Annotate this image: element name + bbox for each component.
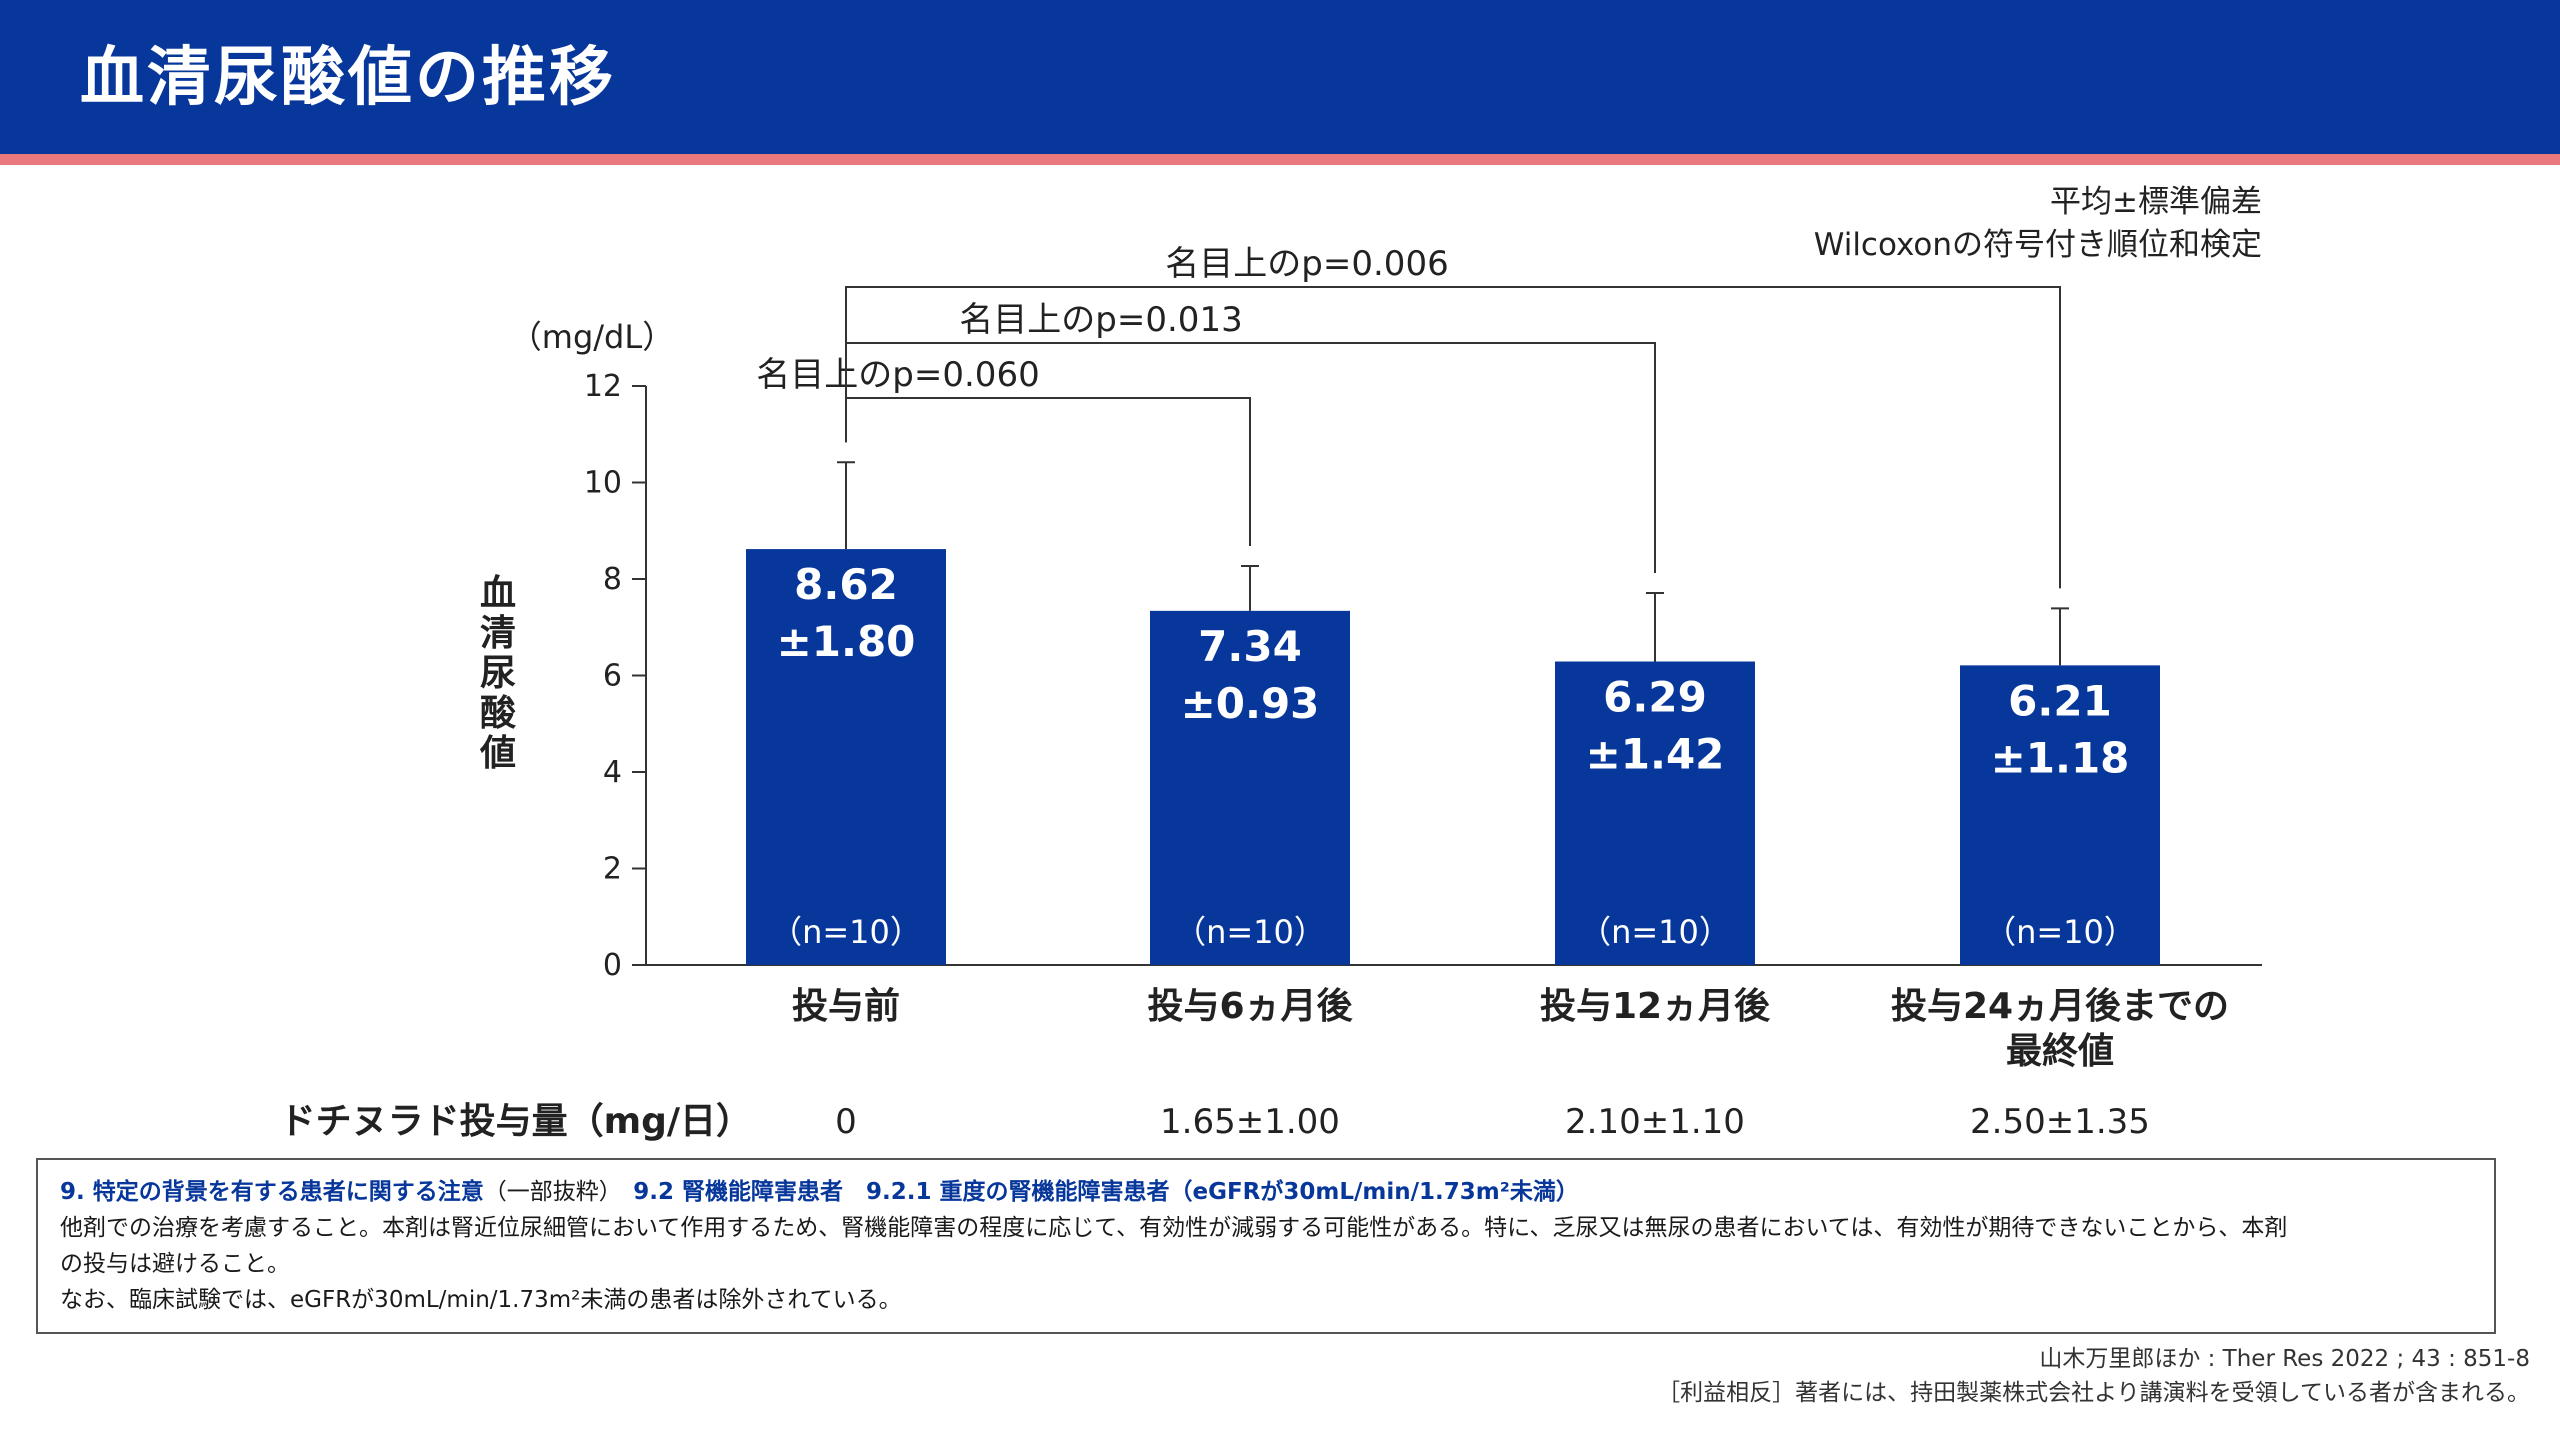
note-heading-section-9: 9. 特定の背景を有する患者に関する注意 (60, 1179, 484, 1205)
bar-sd-label: ±0.93 (1181, 679, 1320, 728)
dose-row-label: ドチヌラド投与量（mg/日） (280, 1101, 752, 1142)
bar (746, 549, 946, 965)
note-heading: 9. 特定の背景を有する患者に関する注意（一部抜粋） 9.2 腎機能障害患者 9… (60, 1174, 2472, 1210)
stats-method-note: 平均±標準偏差 (2050, 184, 2262, 220)
x-category-label: 投与6ヵ月後 (1147, 986, 1353, 1027)
y-tick-label: 4 (603, 755, 622, 790)
significance-bracket (845, 286, 2061, 589)
bar-n-label: （n=10） (1984, 913, 2136, 951)
bar (1150, 610, 1350, 965)
note-line-2: の投与は避けること。 (60, 1251, 290, 1277)
significance-label: 名目上のp=0.013 (959, 300, 1242, 340)
bar-n-label: （n=10） (770, 913, 922, 951)
dose-value: 2.10±1.10 (1565, 1102, 1745, 1142)
bar-sd-label: ±1.80 (777, 617, 916, 666)
dose-value: 1.65±1.00 (1160, 1102, 1340, 1142)
header-bar: 血清尿酸値の推移 (0, 0, 2560, 154)
x-category-label: 投与24ヵ月後までの (1891, 986, 2229, 1027)
note-heading-section-9-2: 9.2 腎機能障害患者 9.2.1 重度の腎機能障害患者（eGFRが30mL/m… (633, 1179, 1579, 1205)
bar-value-label: 6.29 (1603, 673, 1707, 722)
x-category-label: 最終値 (2006, 1031, 2114, 1072)
y-tick-label: 10 (584, 466, 622, 501)
stats-method-note: Wilcoxonの符号付き順位和検定 (1814, 227, 2262, 263)
y-axis-label-char: 血 (480, 573, 516, 614)
precautions-note-box: 9. 特定の背景を有する患者に関する注意（一部抜粋） 9.2 腎機能障害患者 9… (36, 1158, 2496, 1334)
significance-label: 名目上のp=0.006 (1165, 244, 1448, 284)
bar-n-label: （n=10） (1174, 913, 1326, 951)
footer: 山木万里郎ほか : Ther Res 2022 ; 43 : 851-8 ［利益… (1657, 1342, 2530, 1410)
bar-value-label: 7.34 (1198, 622, 1302, 671)
bar-sd-label: ±1.42 (1586, 730, 1725, 779)
bar-value-label: 6.21 (2008, 676, 2112, 725)
y-unit-label: （mg/dL） (510, 318, 674, 356)
bar (1555, 661, 1755, 965)
y-axis-label-char: 清 (480, 613, 516, 654)
y-tick-label: 0 (603, 948, 622, 983)
citation: 山木万里郎ほか : Ther Res 2022 ; 43 : 851-8 (2039, 1346, 2530, 1372)
dose-value: 0 (835, 1102, 857, 1142)
y-axis-label-char: 値 (479, 733, 516, 774)
bar-value-label: 8.62 (794, 560, 898, 609)
note-heading-excerpt: （一部抜粋） (483, 1179, 611, 1205)
header-accent-line (0, 154, 2560, 165)
bar-chart: 0 2 4 6 8 10 12 （mg/dL） 血清尿酸値 8.62 ±1.80 （n=10） 投与前 7… (280, 184, 2262, 1142)
y-axis-label-char: 尿 (480, 653, 516, 694)
bar-sd-label: ±1.18 (1991, 733, 2130, 782)
y-tick-label: 8 (603, 562, 622, 597)
note-line-3: なお、臨床試験では、eGFRが30mL/min/1.73m²未満の患者は除外され… (60, 1287, 902, 1313)
bar-n-label: （n=10） (1579, 913, 1731, 951)
conflict-of-interest: ［利益相反］著者には、持田製薬株式会社より講演料を受領している者が含まれる。 (1657, 1380, 2530, 1406)
y-tick-label: 2 (603, 852, 622, 887)
bar (1960, 665, 2160, 965)
x-category-label: 投与12ヵ月後 (1540, 986, 1771, 1027)
significance-bracket (845, 397, 1251, 546)
significance-label: 名目上のp=0.060 (756, 355, 1039, 395)
dose-value: 2.50±1.35 (1970, 1102, 2150, 1142)
note-line-1: 他剤での治療を考慮すること。本剤は腎近位尿細管において作用するため、腎機能障害の… (60, 1215, 2288, 1241)
x-category-label: 投与前 (792, 986, 900, 1027)
y-axis-label-char: 酸 (480, 693, 516, 734)
y-tick-label: 12 (584, 369, 622, 404)
y-tick-label: 6 (603, 659, 622, 694)
page-title: 血清尿酸値の推移 (80, 41, 616, 115)
